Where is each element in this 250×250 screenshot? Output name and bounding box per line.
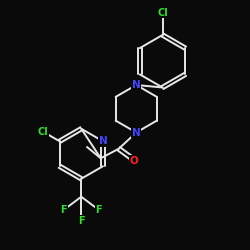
Text: N: N	[98, 136, 107, 146]
Text: F: F	[78, 216, 84, 226]
Text: Cl: Cl	[38, 127, 48, 137]
Text: N: N	[132, 80, 140, 90]
Text: O: O	[130, 156, 138, 166]
Text: F: F	[96, 205, 102, 215]
Text: F: F	[60, 205, 67, 215]
Text: N: N	[132, 128, 140, 138]
Text: Cl: Cl	[157, 8, 168, 18]
